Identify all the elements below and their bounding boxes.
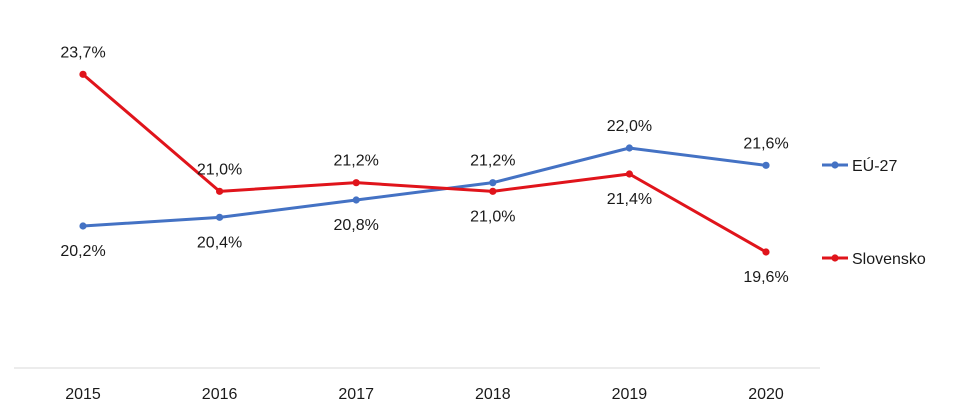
data-point-0-0 — [79, 222, 87, 230]
legend-label-0: EÚ-27 — [852, 156, 897, 175]
data-label-1-0: 23,7% — [60, 44, 105, 61]
data-label-1-1: 21,0% — [197, 161, 242, 178]
x-tick-label-2: 2017 — [338, 386, 374, 403]
x-tick-label-0: 2015 — [65, 386, 101, 403]
data-label-0-4: 22,0% — [607, 118, 652, 135]
data-point-0-2 — [352, 196, 360, 204]
data-point-0-5 — [762, 161, 770, 169]
data-label-0-5: 21,6% — [743, 135, 788, 152]
data-point-1-4 — [625, 170, 634, 178]
data-label-0-2: 20,8% — [334, 217, 379, 234]
series-line-0 — [81, 146, 768, 228]
data-point-0-4 — [625, 144, 634, 152]
data-label-0-3: 21,2% — [470, 153, 515, 170]
series-line-1 — [81, 72, 768, 254]
data-point-1-3 — [489, 187, 497, 195]
legend-marker-0 — [831, 161, 839, 169]
data-label-0-0: 20,2% — [60, 243, 105, 260]
data-label-1-4: 21,4% — [607, 191, 652, 208]
data-point-1-2 — [352, 179, 360, 187]
data-point-0-1 — [216, 213, 224, 221]
x-tick-label-5: 2020 — [748, 386, 784, 403]
data-label-0-1: 20,4% — [197, 234, 242, 251]
data-label-1-2: 21,2% — [334, 153, 379, 170]
data-point-1-5 — [762, 248, 770, 256]
legend-label-1: Slovensko — [852, 251, 926, 268]
data-point-1-0 — [79, 70, 87, 78]
data-point-0-3 — [489, 179, 497, 187]
legend-marker-1 — [831, 254, 839, 262]
data-point-1-1 — [216, 187, 224, 195]
data-label-1-3: 21,0% — [470, 208, 515, 225]
x-tick-label-3: 2018 — [475, 386, 511, 403]
data-label-1-5: 19,6% — [743, 269, 788, 286]
x-tick-label-1: 2016 — [202, 386, 238, 403]
x-tick-label-4: 2019 — [612, 386, 648, 403]
